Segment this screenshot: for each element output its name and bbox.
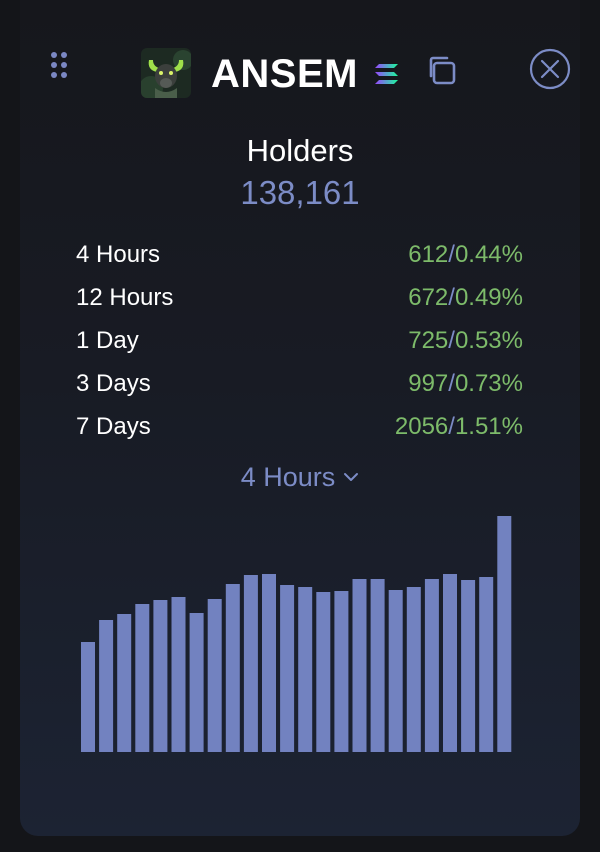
stat-percent: 1.51% [454,413,523,440]
bull-logo-icon [141,48,191,98]
chart-bar-13 [298,587,313,752]
chevron-down-icon [343,458,359,489]
stat-row-12-hours: 12 Hours 672/0.49% [76,276,523,319]
close-button[interactable] [528,47,572,91]
chart-bar-11 [262,574,276,752]
chart-bar-12 [280,585,295,752]
stat-percent: 0.49% [454,284,523,311]
stat-label: 1 Day [76,327,139,354]
stat-label: 4 Hours [76,241,161,268]
stat-label: 7 Days [76,413,151,440]
stat-count: 997 [408,370,449,397]
chart-bar-16 [352,579,367,752]
stat-label: 3 Days [76,370,151,397]
token-name: ANSEM [211,52,358,96]
stat-count: 612 [408,241,449,268]
chart-bar-4 [135,604,150,752]
chart-bar-3 [117,614,132,752]
chart-bar-24 [497,516,512,752]
stat-value: 612/0.44% [408,241,523,268]
chart-bar-21 [443,574,457,752]
close-circle-icon [529,48,571,90]
holders-count: 138,161 [240,174,360,211]
stat-percent: 0.44% [454,241,523,268]
copy-icon [429,56,456,85]
chart-bar-18 [388,590,403,752]
holders-title: Holders [246,133,354,168]
period-dropdown-value: 4 Hours [240,462,336,492]
chart-bar-5 [153,600,168,752]
chart-bar-2 [99,620,114,752]
chart-bar-6 [171,597,186,752]
chart-bar-9 [225,584,240,752]
stat-percent: 0.73% [454,370,523,397]
stat-percent: 0.53% [454,327,523,354]
chart-bar-19 [406,587,421,752]
solana-icon [374,62,400,86]
chart-bar-8 [207,599,222,752]
chart-bar-17 [370,579,385,752]
stat-value: 997/0.73% [408,370,523,397]
chart-bar-7 [189,613,204,752]
stat-count: 672 [408,284,449,311]
chart-bar-23 [479,577,494,752]
stat-value: 725/0.53% [408,327,523,354]
chart-bar-1 [81,642,95,752]
chart-bar-22 [461,580,476,752]
stat-label: 12 Hours [76,284,174,311]
copy-button[interactable] [425,54,459,88]
holder-change-list: 4 Hours 612/0.44% 12 Hours 672/0.49% 1 D… [76,233,523,448]
chart-bar-20 [424,579,439,752]
period-dropdown[interactable]: 4 Hours [0,458,600,493]
stat-row-1-day: 1 Day 725/0.53% [76,319,523,362]
chart-bar-15 [334,591,349,752]
chart-bar-10 [243,575,258,752]
stat-value: 2056/1.51% [394,413,523,440]
stat-row-7-days: 7 Days 2056/1.51% [76,405,523,448]
drag-handle-icon[interactable] [51,52,71,86]
chart-bar-14 [316,592,331,752]
stat-value: 672/0.49% [408,284,523,311]
stat-row-4-hours: 4 Hours 612/0.44% [76,233,523,276]
stat-row-3-days: 3 Days 997/0.73% [76,362,523,405]
stat-count: 2056 [394,413,449,440]
stat-count: 725 [408,327,449,354]
